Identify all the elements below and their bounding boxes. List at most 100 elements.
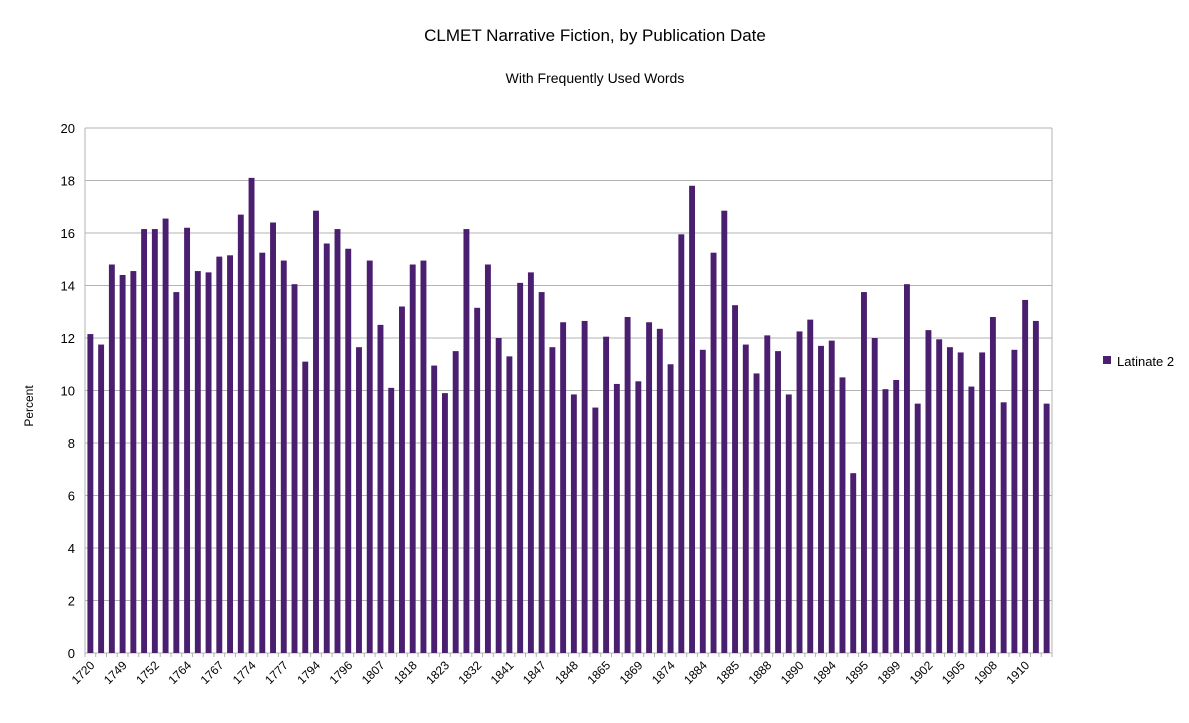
bar — [753, 373, 760, 653]
x-tick-label: 1865 — [584, 658, 613, 687]
bar — [785, 394, 792, 653]
x-tick-labels: 1720 1749 1752 1764 1767 1774 1777 1794 1796 1807… — [69, 658, 1033, 687]
x-tick-label: 1777 — [262, 658, 291, 687]
bar — [452, 351, 459, 653]
bar — [270, 222, 276, 653]
bar — [925, 330, 932, 653]
x-tick-label: 1818 — [391, 658, 420, 687]
y-tick-label: 10 — [61, 384, 75, 399]
bar — [732, 305, 738, 653]
x-tick-label: 1796 — [327, 658, 356, 687]
x-tick-label: 1832 — [456, 658, 485, 687]
bar — [237, 214, 244, 653]
bar — [624, 317, 631, 653]
x-tick-label: 1841 — [488, 658, 517, 687]
bar — [87, 334, 94, 653]
bar — [184, 227, 191, 653]
bar — [1000, 402, 1007, 653]
bar — [527, 272, 534, 653]
x-tick-label: 1888 — [746, 658, 775, 687]
bar — [431, 365, 438, 653]
bar — [635, 381, 642, 653]
bar — [1032, 320, 1039, 653]
bar — [968, 386, 975, 653]
x-tick-label: 1902 — [907, 658, 936, 687]
y-tick-label: 18 — [61, 174, 75, 189]
x-tick-label: 1874 — [649, 658, 678, 687]
bar — [399, 306, 405, 653]
bar — [678, 234, 685, 653]
y-tick-label: 4 — [68, 541, 75, 556]
x-tick-label: 1847 — [520, 658, 549, 687]
y-tick-label: 16 — [61, 226, 75, 241]
bar — [828, 340, 835, 653]
y-tick-label: 12 — [61, 331, 75, 346]
bar — [861, 292, 867, 653]
bar — [581, 320, 588, 653]
x-tick-label: 1905 — [939, 658, 968, 687]
y-tick-labels: 0 2 4 6 8 10 12 14 16 18 20 — [61, 121, 75, 661]
x-tick-label: 1807 — [359, 658, 388, 687]
bar — [377, 324, 384, 653]
bar — [882, 389, 889, 653]
bar — [538, 292, 545, 653]
bar — [409, 264, 416, 653]
bar — [721, 210, 728, 653]
x-tick-label: 1895 — [842, 658, 871, 687]
bar — [807, 319, 814, 653]
bar — [914, 403, 921, 653]
bar — [162, 218, 169, 653]
x-tick-label: 1869 — [617, 658, 646, 687]
bar — [1043, 403, 1050, 653]
bar — [151, 229, 158, 653]
bar — [1011, 349, 1018, 653]
x-tick-label: 1908 — [971, 658, 1000, 687]
x-tick-label: 1752 — [133, 658, 162, 687]
bar — [441, 393, 448, 653]
bar — [656, 328, 663, 653]
bar — [130, 271, 137, 653]
bar — [742, 344, 749, 653]
x-tick-label: 1764 — [165, 658, 194, 687]
bar — [216, 256, 223, 653]
bar — [893, 380, 900, 653]
x-tick-label: 1767 — [198, 658, 227, 687]
bar — [484, 264, 491, 653]
bar — [506, 356, 513, 653]
bar — [613, 383, 620, 653]
legend-swatch — [1103, 356, 1111, 364]
x-tick-label: 1885 — [713, 658, 742, 687]
bar — [850, 473, 857, 653]
bar — [248, 177, 255, 653]
bar — [689, 185, 696, 653]
bar — [667, 364, 674, 653]
bar — [796, 331, 803, 653]
bar — [259, 252, 266, 653]
x-tick-label: 1884 — [681, 658, 710, 687]
x-tick-label: 1794 — [294, 658, 323, 687]
bar — [936, 339, 943, 653]
bar — [979, 352, 986, 653]
bar-series — [87, 177, 1050, 653]
bar — [345, 248, 352, 653]
x-tick-label: 1848 — [552, 658, 581, 687]
x-tick-label: 1774 — [230, 658, 259, 687]
x-tick-label: 1910 — [1003, 658, 1032, 687]
bar — [1022, 299, 1029, 653]
bar — [173, 292, 180, 653]
bar — [420, 260, 427, 653]
bar — [871, 338, 878, 653]
bar — [108, 264, 115, 653]
bar — [603, 336, 610, 653]
y-tick-label: 8 — [68, 436, 75, 451]
bar — [388, 387, 395, 653]
bar — [302, 361, 309, 653]
bar — [366, 260, 373, 653]
y-axis-label: Percent — [22, 385, 36, 427]
bar — [646, 322, 653, 653]
bar — [313, 210, 319, 653]
legend: Latinate 2 — [1103, 354, 1174, 369]
axes — [84, 128, 1053, 657]
y-tick-label: 2 — [68, 594, 75, 609]
y-tick-label: 20 — [61, 121, 75, 136]
